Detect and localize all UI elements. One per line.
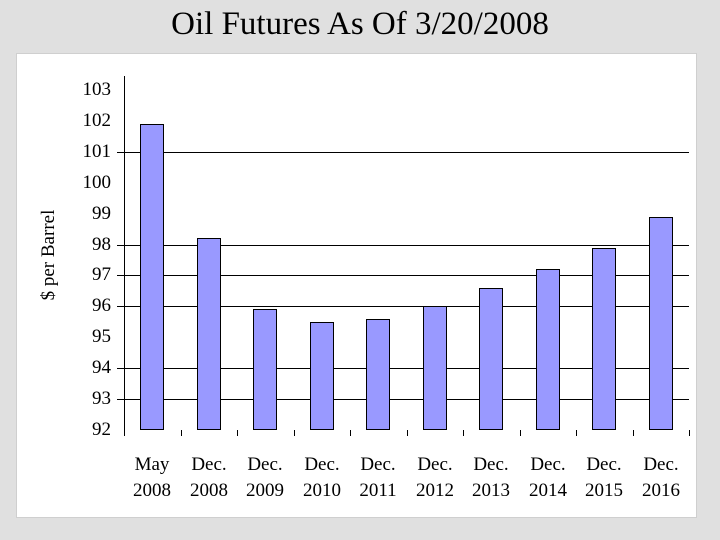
y-tick-label: 103 bbox=[82, 79, 112, 100]
gridline bbox=[124, 152, 689, 153]
y-axis-tick bbox=[117, 399, 124, 400]
y-tick-label: 101 bbox=[82, 140, 112, 162]
bar-dec-2009 bbox=[253, 309, 277, 430]
x-tick-label: Dec. 2010 bbox=[303, 454, 341, 501]
bar-dec-2013 bbox=[479, 288, 503, 430]
x-axis-tick bbox=[576, 430, 577, 436]
x-axis-tick bbox=[633, 430, 634, 436]
x-tick-label: Dec. 2016 bbox=[642, 454, 680, 501]
page-title: Oil Futures As Of 3/20/2008 bbox=[171, 6, 549, 42]
x-tick-label: May 2008 bbox=[133, 454, 171, 501]
y-tick-label: 96 bbox=[92, 295, 111, 317]
bar-may-2008 bbox=[140, 124, 164, 430]
y-axis-tick bbox=[117, 245, 124, 246]
x-axis-tick bbox=[294, 430, 295, 436]
x-axis-tick bbox=[181, 430, 182, 436]
x-tick-label: Dec. 2013 bbox=[472, 454, 510, 501]
y-tick-label: 94 bbox=[92, 357, 111, 379]
x-axis-tick bbox=[407, 430, 408, 436]
y-tick-label: 93 bbox=[92, 388, 111, 410]
y-tick-label: 95 bbox=[92, 326, 111, 348]
y-axis-tick bbox=[117, 306, 124, 307]
y-tick-label: 100 bbox=[82, 171, 112, 193]
bar-dec-2008 bbox=[197, 238, 221, 430]
bar-dec-2010 bbox=[310, 322, 334, 430]
y-tick-label: 102 bbox=[82, 109, 112, 131]
x-axis-tick bbox=[237, 430, 238, 436]
y-tick-label: 98 bbox=[92, 233, 111, 255]
x-axis-tick bbox=[463, 430, 464, 436]
y-axis-line bbox=[124, 76, 125, 436]
x-tick-label: Dec. 2009 bbox=[246, 454, 284, 501]
gridline bbox=[124, 399, 689, 400]
gridline bbox=[124, 245, 689, 246]
y-tick-label: 99 bbox=[92, 202, 111, 224]
x-axis-tick bbox=[350, 430, 351, 436]
x-tick-label: Dec. 2014 bbox=[529, 454, 567, 501]
bar-dec-2011 bbox=[366, 319, 390, 430]
y-axis-tick bbox=[117, 275, 124, 276]
y-axis-tick bbox=[117, 152, 124, 153]
y-tick-label: 97 bbox=[92, 264, 111, 286]
x-tick-label: Dec. 2011 bbox=[359, 454, 397, 501]
bar-dec-2015 bbox=[592, 248, 616, 430]
gridline bbox=[124, 275, 689, 276]
y-tick-label: 92 bbox=[92, 419, 111, 440]
bar-chart: $ per Barrel 92 93 94 95 96 97 98 99 100 101 102 10… bbox=[17, 54, 696, 517]
x-axis-tick bbox=[520, 430, 521, 436]
chart-panel: $ per Barrel 92 93 94 95 96 97 98 99 100 101 102 10… bbox=[16, 53, 697, 518]
x-axis-tick bbox=[689, 430, 690, 436]
gridline bbox=[124, 306, 689, 307]
x-tick-label: Dec. 2012 bbox=[416, 454, 454, 501]
gridline bbox=[124, 368, 689, 369]
bar-dec-2016 bbox=[649, 217, 673, 430]
bar-dec-2014 bbox=[536, 269, 560, 430]
y-axis-tick bbox=[117, 368, 124, 369]
x-tick-label: Dec. 2015 bbox=[585, 454, 623, 501]
bar-dec-2012 bbox=[423, 306, 447, 430]
x-tick-label: Dec. 2008 bbox=[190, 454, 228, 501]
